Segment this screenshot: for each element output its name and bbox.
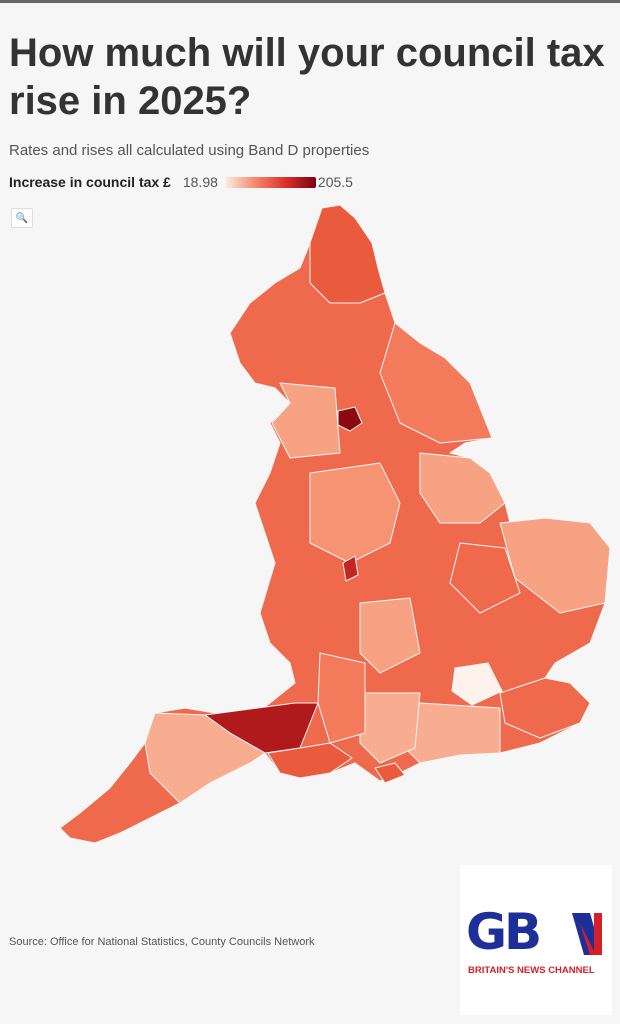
legend-label: Increase in council tax £	[9, 174, 171, 190]
region-london[interactable]	[451, 662, 503, 706]
source-note: Source: Office for National Statistics, …	[9, 936, 315, 948]
region-northumberland[interactable]	[309, 204, 386, 304]
flag-icon	[572, 913, 602, 955]
choropleth-map[interactable]	[0, 198, 620, 858]
region-devon[interactable]	[144, 712, 266, 804]
region-leeds[interactable]	[337, 406, 363, 432]
search-icon: 🔍	[15, 212, 29, 224]
region-yorkshire-east[interactable]	[379, 322, 493, 444]
region-wiltshire[interactable]	[317, 652, 366, 744]
region-midlands[interactable]	[309, 462, 401, 564]
zoom-button[interactable]: 🔍	[11, 208, 33, 228]
region-east-anglia[interactable]	[499, 517, 611, 614]
logo-tagline: BRITAIN'S NEWS CHANNEL	[468, 965, 595, 976]
region-oxfordshire[interactable]	[359, 597, 421, 674]
legend-max: 205.5	[317, 174, 353, 190]
region-cambridgeshire[interactable]	[449, 542, 521, 614]
page-title: How much will your council tax rise in 2…	[9, 31, 605, 123]
region-lincolnshire[interactable]	[419, 452, 506, 524]
legend-min: 18.98	[182, 174, 218, 190]
region-kent[interactable]	[499, 677, 591, 739]
gbnews-logo: GB BRITAIN'S NEWS CHANNEL	[460, 865, 612, 1015]
legend-gradient	[225, 176, 316, 188]
subtitle: Rates and rises all calculated using Ban…	[9, 142, 370, 159]
region-isle-of-wight[interactable]	[374, 762, 406, 784]
region-dorset[interactable]	[267, 742, 353, 779]
region-birmingham[interactable]	[342, 555, 359, 582]
logo-text: GB	[466, 903, 542, 961]
region-lancashire[interactable]	[271, 382, 341, 459]
color-legend: Increase in council tax £ 18.98 205.5	[9, 174, 353, 190]
